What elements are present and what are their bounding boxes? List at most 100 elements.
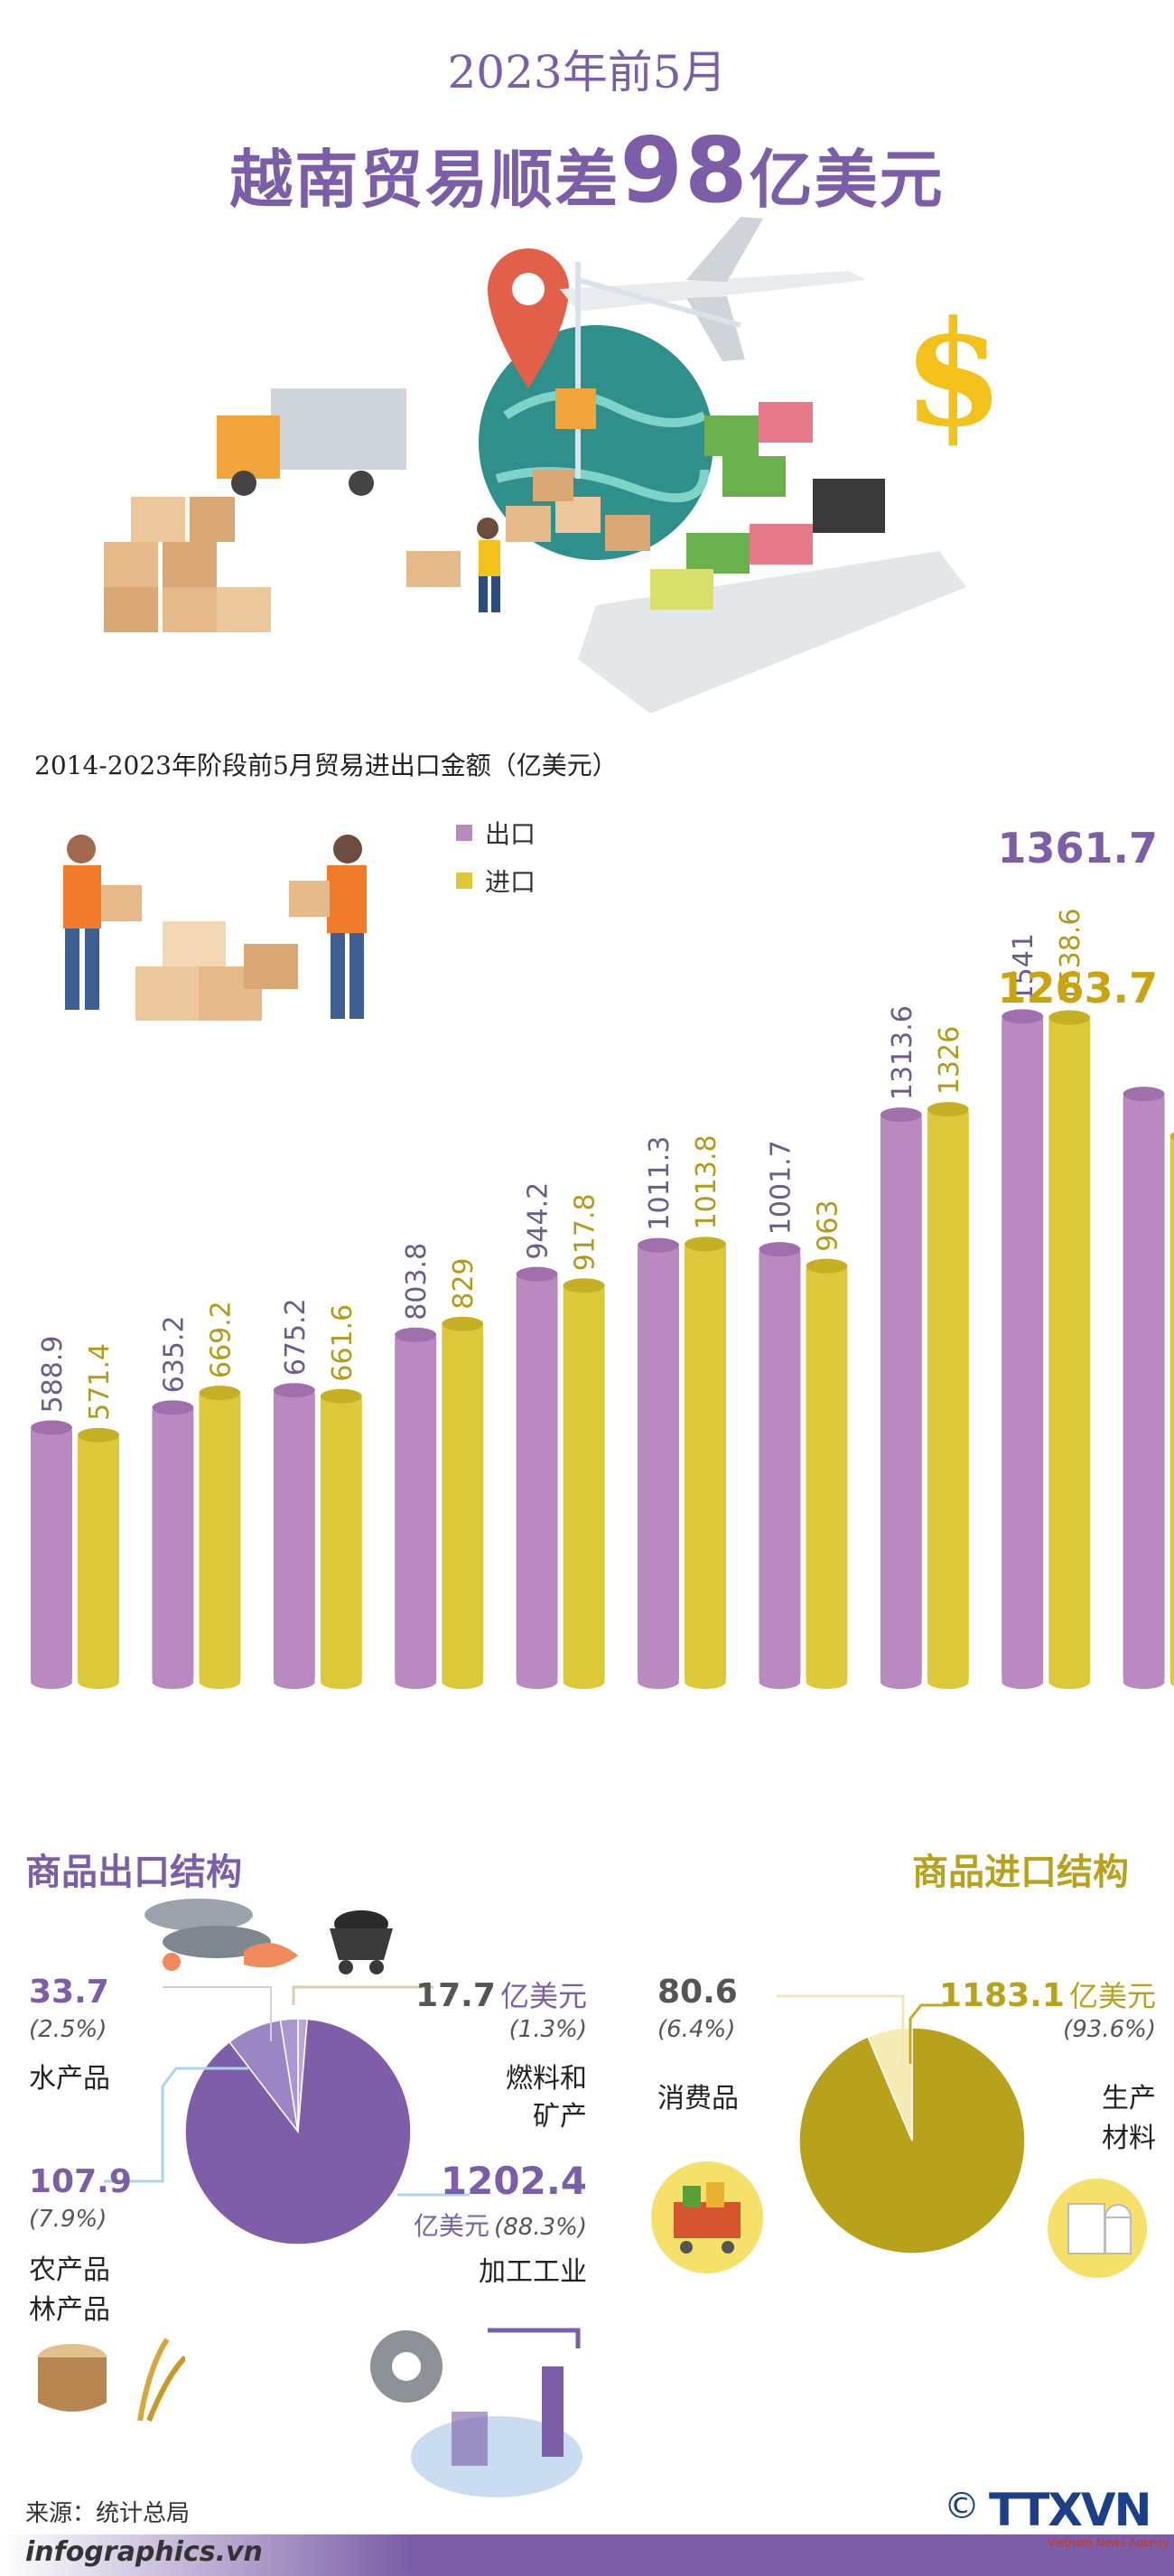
export-bar-base-2014 bbox=[31, 1675, 72, 1689]
fuel-label-2: 矿产 bbox=[533, 2101, 587, 2133]
import-bar-2016 bbox=[320, 1395, 362, 1682]
boxes-stack-icon bbox=[135, 921, 298, 1021]
import-value-label-2021: 1326 bbox=[934, 1026, 965, 1095]
import-pie-chart bbox=[777, 1994, 1026, 2254]
title-number: 98 bbox=[620, 117, 750, 223]
import-bar-cap-2023 bbox=[1169, 1132, 1174, 1141]
export-value-label-2022: 1541 bbox=[1008, 933, 1039, 1002]
export-value-label-2017: 803.8 bbox=[401, 1243, 433, 1321]
export-bar-base-2022 bbox=[1002, 1675, 1044, 1689]
import-bar-2014 bbox=[78, 1434, 119, 1682]
coal-cart-icon bbox=[330, 1910, 393, 1974]
copyright-icon: © bbox=[944, 2486, 980, 2527]
fish-icon bbox=[144, 1899, 298, 1971]
export-bar-cap-2014 bbox=[31, 1420, 72, 1435]
export-bar-base-2023 bbox=[1123, 1675, 1165, 1689]
fuel-label-1: 燃料和 bbox=[506, 2063, 587, 2095]
fuel-pct: (1.3%) bbox=[508, 2016, 587, 2043]
shopping-cart-icon bbox=[651, 2161, 763, 2273]
import-bar-cap-2016 bbox=[320, 1388, 362, 1404]
year-label-2016: 2016 bbox=[281, 1702, 354, 1707]
agro-pct: (7.9%) bbox=[29, 2206, 107, 2233]
leader-material bbox=[908, 2003, 948, 2064]
export-bar-base-2016 bbox=[273, 1675, 315, 1689]
legend-label-import: 进口 bbox=[485, 867, 536, 897]
export-bar-2019 bbox=[638, 1245, 679, 1682]
title-prefix: 越南贸易顺差 bbox=[229, 143, 620, 217]
import-bar-base-2019 bbox=[685, 1675, 726, 1689]
export-bar-cap-2023 bbox=[1123, 1087, 1165, 1102]
export-bar-2017 bbox=[395, 1334, 437, 1682]
import-bar-base-2014 bbox=[78, 1675, 119, 1689]
source-text: 来源：统计总局 bbox=[25, 2500, 191, 2527]
title-suffix: 亿美元 bbox=[749, 143, 945, 217]
import-bar-base-2018 bbox=[563, 1675, 605, 1689]
year-label-2020: 2020 bbox=[767, 1702, 840, 1707]
export-value-label-2019: 1011.3 bbox=[644, 1136, 676, 1231]
export-bar-cap-2021 bbox=[880, 1107, 922, 1123]
import-bar-cap-2022 bbox=[1048, 1010, 1091, 1025]
import-value-label-2022: 1538.6 bbox=[1055, 909, 1086, 1003]
import-bar-cap-2020 bbox=[806, 1258, 848, 1274]
industry-icon bbox=[370, 2328, 582, 2497]
import-value-label-2023: 1263.7 bbox=[997, 964, 1158, 1013]
export-bar-2021 bbox=[880, 1115, 922, 1682]
year-label-2017: 2017 bbox=[402, 1702, 475, 1707]
worker-icon bbox=[406, 518, 500, 612]
site-link[interactable]: infographics.vn bbox=[25, 2536, 263, 2568]
ttxvn-logo: TTXVN bbox=[989, 2484, 1151, 2536]
material-label-2: 材料 bbox=[1102, 2123, 1156, 2154]
trade-illustration: $ bbox=[104, 217, 1003, 714]
import-bar-base-2015 bbox=[199, 1675, 241, 1689]
import-bar-2022 bbox=[1048, 1017, 1091, 1682]
import-bar-cap-2014 bbox=[78, 1427, 119, 1442]
material-label-1: 生产 bbox=[1102, 2083, 1156, 2114]
processing-label: 加工工业 bbox=[479, 2256, 587, 2288]
import-value-label-2017: 829 bbox=[448, 1257, 480, 1309]
legend-swatch-import bbox=[456, 873, 472, 889]
cardboard-boxes-icon bbox=[104, 497, 271, 632]
import-bar-2021 bbox=[927, 1109, 969, 1682]
consumer-pct: (6.4%) bbox=[657, 2016, 736, 2043]
aqua-pct: (2.5%) bbox=[29, 2016, 107, 2043]
import-bar-2015 bbox=[199, 1393, 241, 1682]
export-bar-2020 bbox=[759, 1249, 801, 1682]
export-value-label-2020: 1001.7 bbox=[765, 1140, 797, 1235]
export-bar-base-2018 bbox=[516, 1675, 558, 1689]
year-label-2014: 2014 bbox=[38, 1702, 111, 1707]
import-value-label-2016: 661.6 bbox=[327, 1304, 359, 1382]
year-label-2018: 2018 bbox=[524, 1702, 597, 1707]
aqua-value: 33.7 bbox=[29, 1974, 109, 2011]
legend-swatch-export bbox=[456, 825, 472, 841]
worker-right-icon bbox=[289, 835, 367, 1019]
import-bar-2020 bbox=[806, 1265, 848, 1682]
leader-consumer bbox=[777, 1994, 905, 2064]
import-bar-cap-2017 bbox=[442, 1316, 484, 1331]
export-bar-cap-2015 bbox=[152, 1400, 194, 1415]
import-bar-cap-2019 bbox=[685, 1237, 726, 1252]
lifted-box-icon bbox=[555, 388, 596, 429]
page-title: 越南贸易顺差98亿美元 bbox=[0, 117, 1174, 223]
legend-label-export: 出口 bbox=[485, 819, 536, 849]
import-bar-2017 bbox=[442, 1323, 484, 1682]
export-bar-2022 bbox=[1002, 1016, 1044, 1682]
export-value-label-2016: 675.2 bbox=[280, 1298, 312, 1376]
export-bar-cap-2017 bbox=[395, 1327, 437, 1342]
legend-item-export: 出口 bbox=[456, 815, 536, 851]
year-label-2021: 2021 bbox=[888, 1702, 961, 1707]
truck-icon bbox=[217, 388, 406, 496]
leader-fuel bbox=[292, 1985, 433, 2005]
import-bar-cap-2021 bbox=[927, 1102, 969, 1117]
leader-aqua bbox=[163, 1986, 272, 2041]
legend-item-import: 进口 bbox=[456, 863, 536, 899]
export-pie-chart bbox=[104, 1985, 470, 2245]
export-bar-2016 bbox=[273, 1390, 315, 1682]
import-bar-base-2020 bbox=[806, 1675, 848, 1689]
agro-value: 107.9 bbox=[29, 2163, 132, 2200]
export-value-label-2018: 944.2 bbox=[523, 1182, 554, 1260]
import-bar-2018 bbox=[563, 1285, 605, 1682]
aqua-label: 水产品 bbox=[29, 2063, 110, 2095]
export-bar-base-2017 bbox=[395, 1675, 437, 1689]
leader-agro bbox=[104, 2067, 248, 2183]
material-value: 1183.1 亿美元 bbox=[938, 1977, 1156, 2014]
